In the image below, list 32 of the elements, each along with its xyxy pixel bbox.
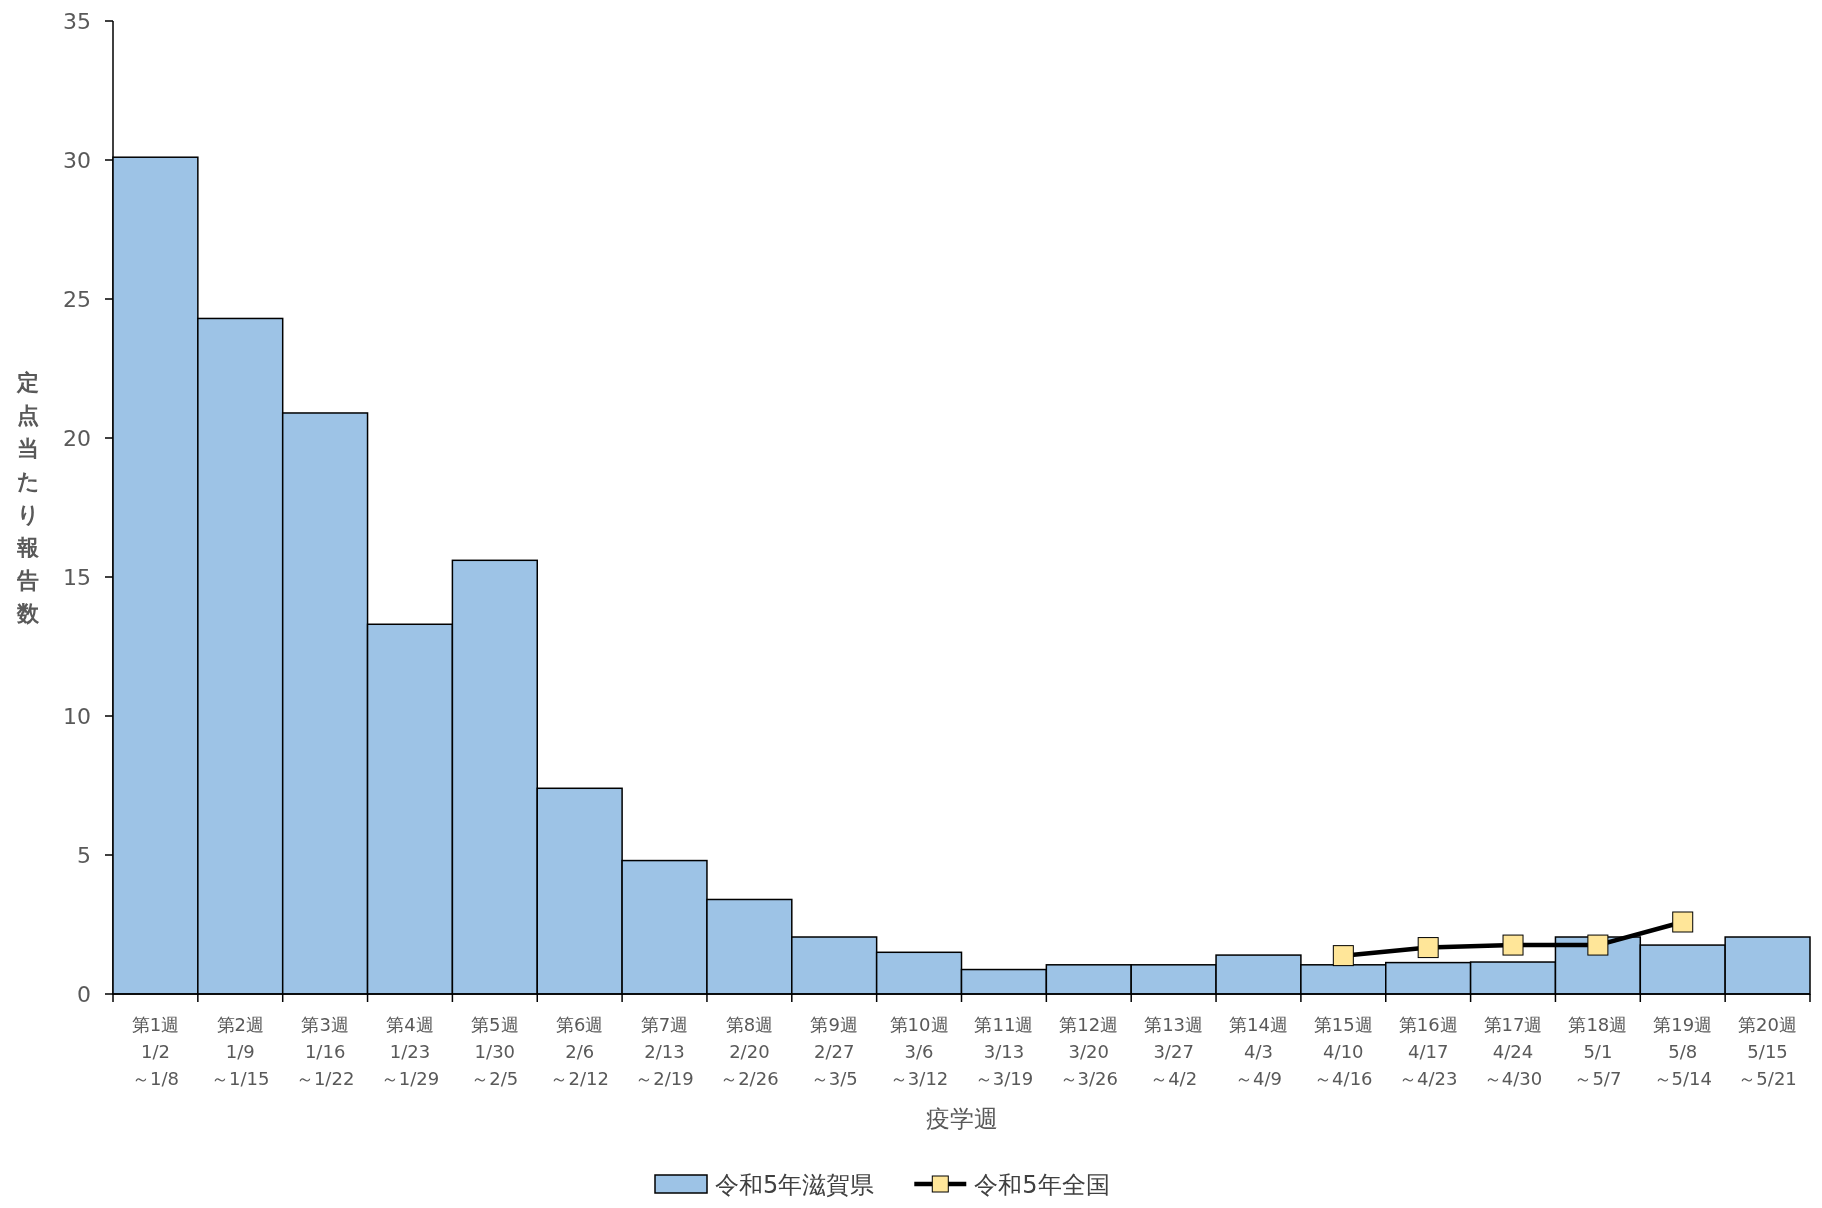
x-tick-label: 第13週 3/27 ～4/2 (1144, 1014, 1204, 1089)
y-tick-label: 25 (63, 287, 91, 312)
x-tick-label: 第19週 5/8 ～5/14 (1653, 1014, 1713, 1089)
x-tick-label: 第15週 4/10 ～4/16 (1313, 1014, 1373, 1089)
y-tick-label: 15 (63, 565, 91, 590)
x-tick-label: 第4週 1/23 ～1/29 (380, 1014, 440, 1089)
x-tick-label: 第6週 2/6 ～2/12 (550, 1014, 609, 1089)
y-axis-title: 定点当たり報告数 (16, 370, 40, 626)
y-tick-label: 35 (63, 9, 91, 34)
x-tick-label: 第2週 1/9 ～1/15 (211, 1014, 270, 1089)
x-tick-label: 第8週 2/20 ～2/26 (720, 1014, 779, 1089)
x-tick-label: 第10週 3/6 ～3/12 (889, 1014, 949, 1089)
legend-label: 令和5年全国 (974, 1171, 1110, 1199)
x-tick-label: 第16週 4/17 ～4/23 (1398, 1014, 1458, 1089)
x-tick-label: 第14週 4/3 ～4/9 (1229, 1014, 1288, 1089)
x-tick-label: 第9週 2/27 ～3/5 (810, 1014, 858, 1089)
y-tick-label: 30 (63, 148, 91, 173)
y-tick-label: 5 (77, 843, 91, 868)
legend-label: 令和5年滋賀県 (715, 1171, 875, 1199)
x-tick-label: 第1週 1/2 ～1/8 (131, 1014, 180, 1089)
y-tick-label: 20 (63, 426, 91, 451)
y-tick-label: 0 (77, 982, 91, 1007)
x-tick-label: 第12週 3/20 ～3/26 (1059, 1014, 1119, 1089)
x-tick-label: 第11週 3/13 ～3/19 (974, 1014, 1034, 1089)
y-tick-label: 10 (63, 704, 91, 729)
x-tick-label: 第3週 1/16 ～1/22 (295, 1014, 355, 1089)
x-axis-title: 疫学週 (925, 1105, 998, 1133)
x-tick-label: 第18週 5/1 ～5/7 (1568, 1014, 1628, 1089)
x-tick-label: 第17週 4/24 ～4/30 (1483, 1014, 1543, 1089)
x-tick-label: 第20週 5/15 ～5/21 (1738, 1014, 1798, 1089)
x-tick-label: 第7週 2/13 ～2/19 (635, 1014, 694, 1089)
x-tick-label: 第5週 1/30 ～2/5 (471, 1014, 519, 1089)
